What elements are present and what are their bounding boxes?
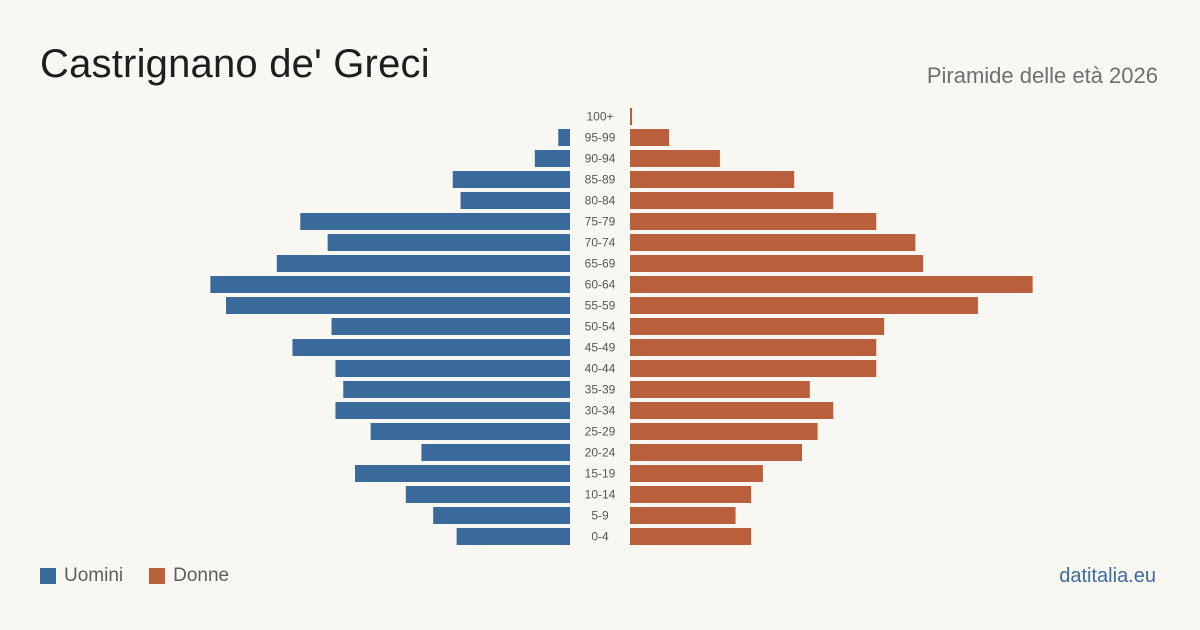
age-label: 25-29 [585,425,616,439]
age-label: 70-74 [585,236,616,250]
bar-men-45-49 [292,339,570,356]
bar-men-50-54 [331,318,570,335]
bar-women-65-69 [630,255,924,272]
bar-men-0-4 [456,528,570,545]
bar-women-10-14 [630,486,752,503]
legend-label-women: Donne [173,565,230,586]
bar-women-40-44 [630,360,877,377]
age-label: 60-64 [585,278,616,292]
bar-women-100+ [630,108,632,125]
bar-women-0-4 [630,528,752,545]
bar-women-30-34 [630,402,834,419]
age-label: 20-24 [585,446,616,460]
bar-men-75-79 [300,213,570,230]
bar-women-60-64 [630,276,1033,293]
bar-men-90-94 [534,150,570,167]
age-label: 40-44 [585,362,616,376]
bar-men-55-59 [226,297,570,314]
bar-men-70-74 [327,234,570,251]
bar-women-95-99 [630,129,670,146]
bar-men-30-34 [335,402,570,419]
bar-men-85-89 [452,171,570,188]
bar-women-50-54 [630,318,885,335]
bar-men-5-9 [433,507,570,524]
bar-women-35-39 [630,381,810,398]
legend-swatch-men [40,568,56,584]
age-label: 100+ [586,110,613,124]
bar-women-75-79 [630,213,877,230]
bar-women-20-24 [630,444,802,461]
bar-women-15-19 [630,465,763,482]
age-label: 30-34 [585,404,616,418]
bar-women-45-49 [630,339,877,356]
legend: Uomini Donne [40,565,255,587]
age-label: 15-19 [585,467,616,481]
bar-men-60-64 [210,276,570,293]
age-label: 65-69 [585,257,616,271]
bar-women-85-89 [630,171,795,188]
bar-men-65-69 [276,255,570,272]
age-label: 85-89 [585,173,616,187]
bar-men-80-84 [460,192,570,209]
legend-label-men: Uomini [64,565,124,586]
bar-women-55-59 [630,297,978,314]
bar-men-10-14 [405,486,570,503]
age-label: 10-14 [585,488,616,502]
age-label: 90-94 [585,152,616,166]
bar-men-15-19 [355,465,570,482]
bar-men-95-99 [558,129,570,146]
bar-men-20-24 [421,444,570,461]
legend-item-men: Uomini [40,565,123,587]
chart-title: Castrignano de' Greci [40,42,430,86]
age-label: 55-59 [585,299,616,313]
chart-subtitle: Piramide delle età 2026 [926,63,1158,88]
bar-women-25-29 [630,423,818,440]
age-label: 80-84 [585,194,616,208]
age-label: 0-4 [591,530,609,544]
age-label: 5-9 [591,509,609,523]
source-link[interactable]: datitalia.eu [1059,565,1156,587]
bar-men-35-39 [343,381,570,398]
age-label: 75-79 [585,215,616,229]
bar-women-70-74 [630,234,916,251]
bar-women-5-9 [630,507,736,524]
age-label: 50-54 [585,320,616,334]
legend-swatch-women [149,568,166,584]
bar-men-25-29 [370,423,570,440]
age-label: 45-49 [585,341,616,355]
bar-women-90-94 [630,150,720,167]
legend-item-women: Donne [149,565,229,587]
age-label: 95-99 [585,131,616,145]
bar-men-40-44 [335,360,570,377]
age-label: 35-39 [585,383,616,397]
bar-women-80-84 [630,192,834,209]
